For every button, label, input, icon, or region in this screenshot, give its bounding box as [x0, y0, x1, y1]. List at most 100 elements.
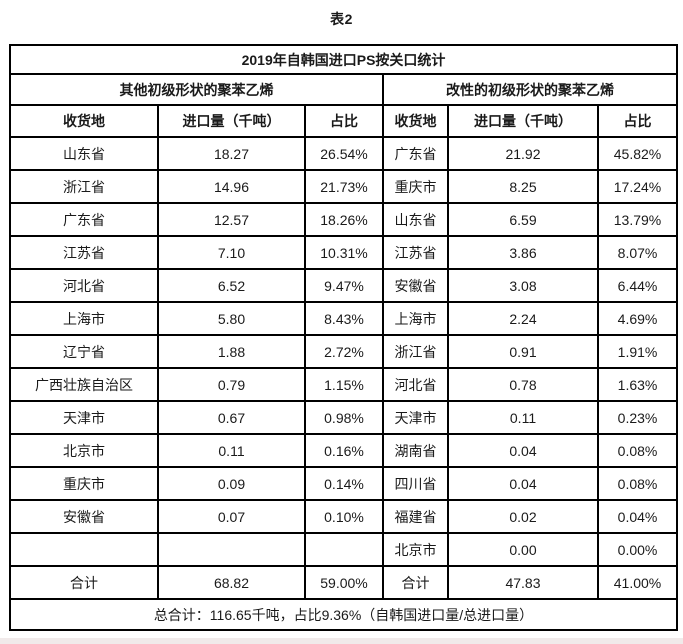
col-header-left-volume: 进口量（千吨） — [157, 104, 306, 138]
title-row: 2019年自韩国进口PS按关口统计 — [8, 44, 679, 75]
right-qty-cell: 3.86 — [447, 235, 599, 270]
column-header-row: 收货地 进口量（千吨） 占比 收货地 进口量（千吨） 占比 — [9, 104, 679, 138]
right-qty-cell: 0.04 — [447, 466, 599, 501]
right-share-cell: 0.04% — [596, 499, 679, 534]
table-title: 2019年自韩国进口PS按关口统计 — [8, 44, 679, 75]
left-total-qty-cell: 68.82 — [157, 565, 306, 600]
right-destination-cell: 河北省 — [382, 367, 449, 402]
right-destination-cell: 福建省 — [382, 499, 449, 534]
left-qty-cell: 0.11 — [157, 433, 306, 468]
left-qty-cell: 0.09 — [157, 466, 306, 501]
left-share-cell: 0.14% — [304, 466, 384, 501]
left-share-cell: 0.10% — [304, 499, 384, 534]
left-qty-cell: 14.96 — [157, 169, 306, 204]
grand-total-note: 总合计：116.65千吨，占比9.36%（自韩国进口量/总进口量） — [8, 598, 679, 631]
right-share-cell: 0.08% — [596, 433, 679, 468]
left-qty-cell — [157, 532, 306, 567]
left-qty-cell: 7.10 — [157, 235, 306, 270]
left-qty-cell: 12.57 — [157, 202, 306, 237]
left-destination-cell: 广东省 — [9, 202, 159, 237]
right-qty-cell: 0.11 — [447, 400, 599, 435]
left-destination-cell: 北京市 — [9, 433, 159, 468]
right-destination-cell: 四川省 — [382, 466, 449, 501]
table-row: 重庆市 0.09 0.14% 四川省 0.04 0.08% — [9, 466, 679, 501]
left-share-cell: 10.31% — [304, 235, 384, 270]
left-share-cell — [304, 532, 384, 567]
right-share-cell: 1.63% — [596, 367, 679, 402]
left-share-cell: 2.72% — [304, 334, 384, 369]
bottom-strip — [0, 638, 683, 644]
table-row: 天津市 0.67 0.98% 天津市 0.11 0.23% — [9, 400, 679, 435]
table-row: 安徽省 0.07 0.10% 福建省 0.02 0.04% — [9, 499, 679, 534]
left-destination-cell: 江苏省 — [9, 235, 159, 270]
left-share-cell: 0.98% — [304, 400, 384, 435]
left-share-cell: 21.73% — [304, 169, 384, 204]
table-row: 辽宁省 1.88 2.72% 浙江省 0.91 1.91% — [9, 334, 679, 369]
right-qty-cell: 3.08 — [447, 268, 599, 303]
left-destination-cell: 辽宁省 — [9, 334, 159, 369]
right-total-label-cell: 合计 — [382, 565, 449, 600]
right-share-cell: 0.00% — [596, 532, 679, 567]
left-qty-cell: 6.52 — [157, 268, 306, 303]
right-qty-cell: 2.24 — [447, 301, 599, 336]
right-share-cell: 1.91% — [596, 334, 679, 369]
right-share-cell: 4.69% — [596, 301, 679, 336]
import-stats-table: 2019年自韩国进口PS按关口统计 其他初级形状的聚苯乙烯 改性的初级形状的聚苯… — [8, 44, 679, 631]
right-total-share-cell: 41.00% — [596, 565, 679, 600]
right-destination-cell: 浙江省 — [382, 334, 449, 369]
right-destination-cell: 天津市 — [382, 400, 449, 435]
table-row: 河北省 6.52 9.47% 安徽省 3.08 6.44% — [9, 268, 679, 303]
group-header-other-ps: 其他初级形状的聚苯乙烯 — [9, 73, 384, 106]
right-qty-cell: 8.25 — [447, 169, 599, 204]
right-share-cell: 13.79% — [596, 202, 679, 237]
left-qty-cell: 0.79 — [157, 367, 306, 402]
total-row: 合计 68.82 59.00% 合计 47.83 41.00% — [9, 565, 679, 600]
table-row: 上海市 5.80 8.43% 上海市 2.24 4.69% — [9, 301, 679, 336]
left-share-cell: 8.43% — [304, 301, 384, 336]
right-share-cell: 0.08% — [596, 466, 679, 501]
col-header-right-volume: 进口量（千吨） — [447, 104, 599, 138]
left-destination-cell: 浙江省 — [9, 169, 159, 204]
right-qty-cell: 0.00 — [447, 532, 599, 567]
left-qty-cell: 5.80 — [157, 301, 306, 336]
left-destination-cell: 天津市 — [9, 400, 159, 435]
col-header-right-share: 占比 — [596, 104, 679, 138]
right-total-qty-cell: 47.83 — [447, 565, 599, 600]
group-header-row: 其他初级形状的聚苯乙烯 改性的初级形状的聚苯乙烯 — [9, 73, 679, 106]
right-share-cell: 6.44% — [596, 268, 679, 303]
right-share-cell: 45.82% — [596, 136, 679, 171]
grand-total-row: 总合计：116.65千吨，占比9.36%（自韩国进口量/总进口量） — [8, 598, 679, 631]
left-destination-cell: 广西壮族自治区 — [9, 367, 159, 402]
left-share-cell: 0.16% — [304, 433, 384, 468]
right-destination-cell: 广东省 — [382, 136, 449, 171]
left-qty-cell: 18.27 — [157, 136, 306, 171]
left-destination-cell: 安徽省 — [9, 499, 159, 534]
right-qty-cell: 0.02 — [447, 499, 599, 534]
right-destination-cell: 安徽省 — [382, 268, 449, 303]
right-share-cell: 8.07% — [596, 235, 679, 270]
col-header-left-destination: 收货地 — [9, 104, 159, 138]
table-body: 山东省 18.27 26.54% 广东省 21.92 45.82% 浙江省 14.96 21.7… — [9, 136, 679, 567]
right-qty-cell: 0.78 — [447, 367, 599, 402]
table-row: 广西壮族自治区 0.79 1.15% 河北省 0.78 1.63% — [9, 367, 679, 402]
left-destination-cell: 河北省 — [9, 268, 159, 303]
left-qty-cell: 1.88 — [157, 334, 306, 369]
table-row: 北京市 0.00 0.00% — [9, 532, 679, 567]
right-destination-cell: 江苏省 — [382, 235, 449, 270]
table-row: 山东省 18.27 26.54% 广东省 21.92 45.82% — [9, 136, 679, 171]
col-header-left-share: 占比 — [304, 104, 384, 138]
right-destination-cell: 重庆市 — [382, 169, 449, 204]
left-destination-cell: 上海市 — [9, 301, 159, 336]
left-total-share-cell: 59.00% — [304, 565, 384, 600]
right-destination-cell: 湖南省 — [382, 433, 449, 468]
table-row: 江苏省 7.10 10.31% 江苏省 3.86 8.07% — [9, 235, 679, 270]
left-destination-cell — [9, 532, 159, 567]
left-destination-cell: 山东省 — [9, 136, 159, 171]
left-share-cell: 18.26% — [304, 202, 384, 237]
right-qty-cell: 0.91 — [447, 334, 599, 369]
left-destination-cell: 重庆市 — [9, 466, 159, 501]
table-row: 广东省 12.57 18.26% 山东省 6.59 13.79% — [9, 202, 679, 237]
left-share-cell: 1.15% — [304, 367, 384, 402]
right-share-cell: 0.23% — [596, 400, 679, 435]
